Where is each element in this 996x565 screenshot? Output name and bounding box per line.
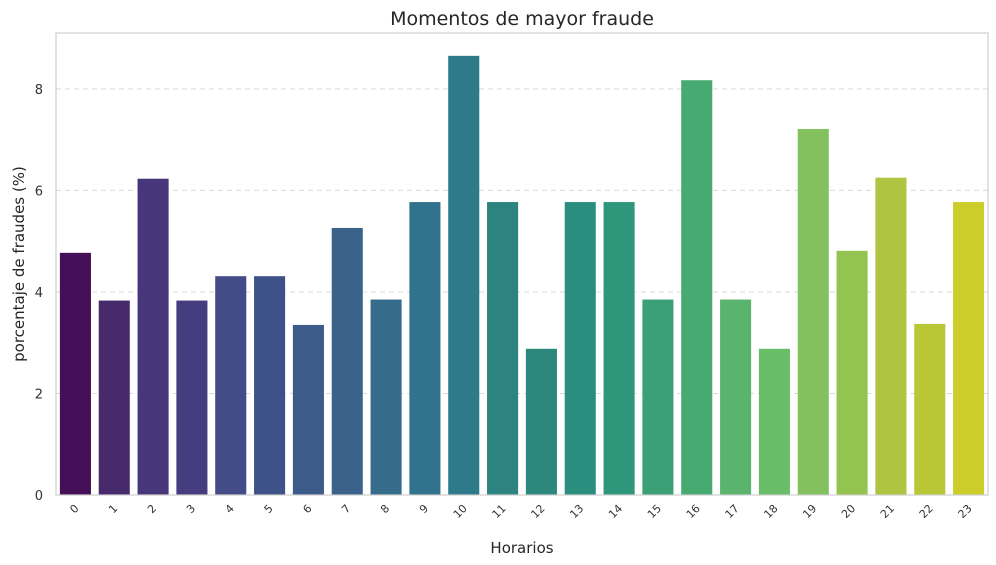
- bar-hour-21: [875, 177, 907, 495]
- bar-hour-16: [681, 80, 713, 495]
- bar-hour-10: [448, 55, 480, 495]
- bar-hour-9: [409, 202, 441, 496]
- bars: [59, 55, 985, 496]
- bar-hour-22: [914, 323, 946, 495]
- bar-hour-12: [525, 348, 557, 495]
- bar-hour-17: [720, 299, 752, 495]
- y-tick-label: 4: [35, 286, 43, 301]
- bar-hour-2: [137, 178, 169, 495]
- bar-hour-15: [642, 299, 674, 495]
- bar-hour-6: [292, 324, 324, 495]
- y-tick-label: 0: [35, 489, 43, 504]
- bar-hour-5: [254, 276, 286, 495]
- plot-frame: [55, 32, 989, 496]
- chart-title: Momentos de mayor fraude: [390, 8, 654, 30]
- bar-hour-14: [603, 202, 635, 496]
- y-tick-labels: 0 2 4 6 8: [35, 83, 43, 504]
- bar-hour-8: [370, 299, 402, 495]
- gridlines: [56, 88, 988, 394]
- bar-hour-23: [953, 202, 985, 496]
- bar-hour-19: [797, 128, 829, 495]
- y-tick-label: 8: [35, 83, 43, 98]
- bar-hour-13: [564, 202, 596, 496]
- bar-hour-0: [59, 252, 91, 495]
- bar-hour-18: [758, 348, 790, 495]
- bar-hour-11: [487, 202, 519, 496]
- y-tick-label: 2: [35, 387, 43, 402]
- bar-hour-3: [176, 300, 208, 495]
- bar-hour-20: [836, 250, 868, 495]
- x-axis-label: Horarios: [490, 539, 553, 557]
- y-tick-label: 6: [35, 184, 43, 199]
- bar-hour-4: [215, 276, 247, 495]
- bar-hour-1: [98, 300, 130, 495]
- bar-hour-7: [331, 227, 363, 495]
- y-axis-label: porcentaje de fraudes (%): [10, 166, 28, 362]
